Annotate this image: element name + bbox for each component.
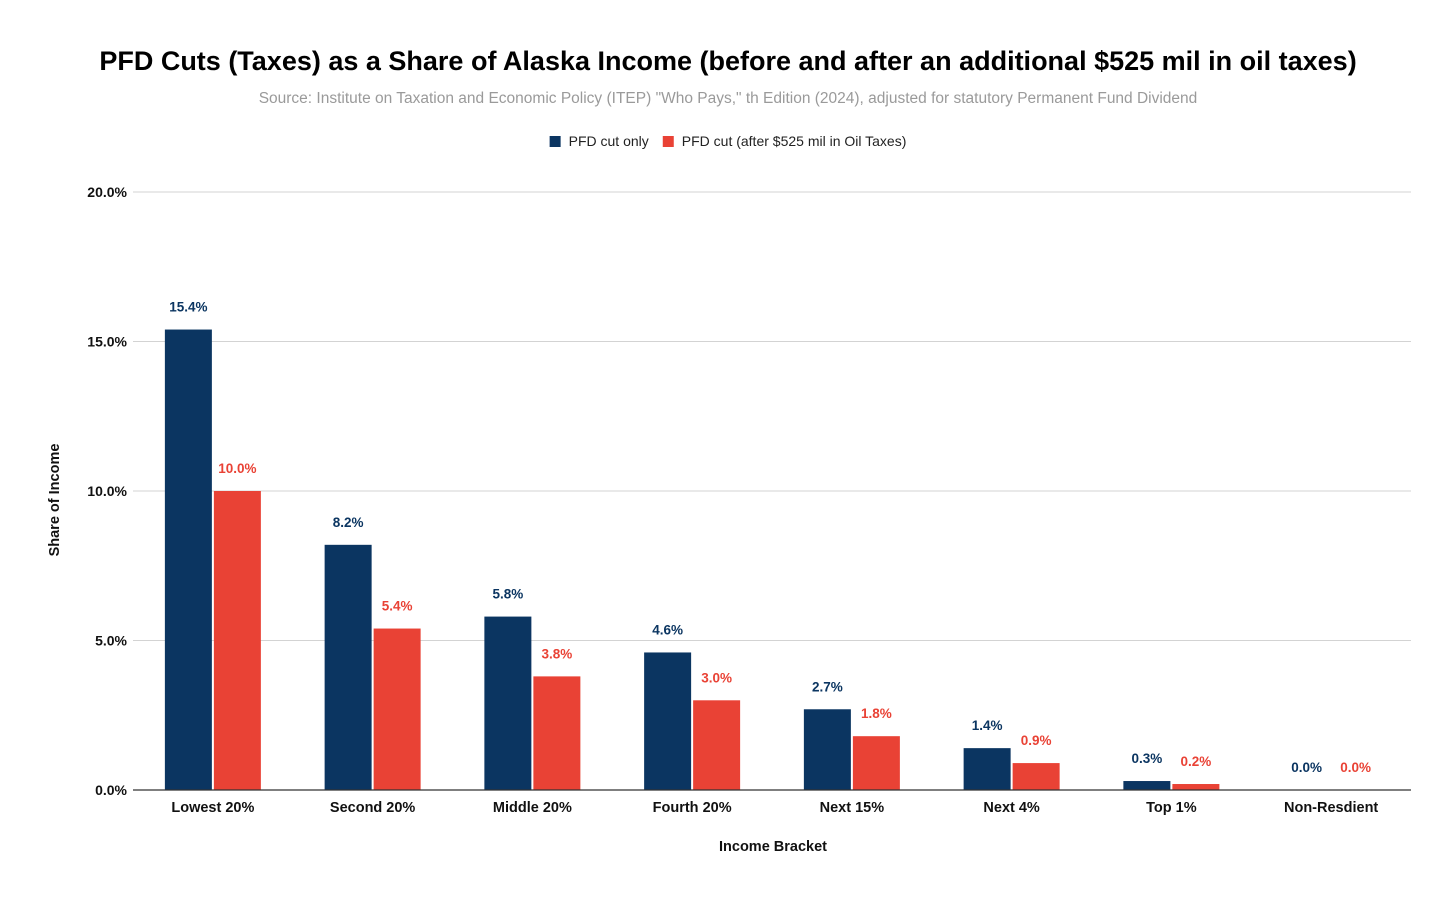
y-axis-label: Share of Income <box>47 444 63 557</box>
data-label-second-20-series-1: 5.4% <box>382 599 413 614</box>
data-label-non-resdient-series-0: 0.0% <box>1291 760 1322 775</box>
data-label-top-1-series-1: 0.2% <box>1180 754 1211 769</box>
bars <box>164 329 1220 790</box>
x-axis-label: Income Bracket <box>719 839 827 855</box>
x-tick-label-second-20: Second 20% <box>330 800 416 816</box>
data-label-lowest-20-series-1: 10.0% <box>218 461 256 476</box>
bar-top-1-series-1 <box>1172 784 1220 790</box>
y-tick-label: 15.0% <box>87 334 127 350</box>
data-label-non-resdient-series-1: 0.0% <box>1340 760 1371 775</box>
x-tick-label-non-resdient: Non-Resdient <box>1284 800 1378 816</box>
y-tick-label: 10.0% <box>87 483 127 499</box>
y-tick-label: 5.0% <box>95 633 127 649</box>
y-tick-label: 0.0% <box>95 782 127 798</box>
chart-subtitle: Source: Institute on Taxation and Econom… <box>259 90 1198 107</box>
data-label-next-4-series-0: 1.4% <box>972 718 1003 733</box>
data-label-fourth-20-series-0: 4.6% <box>652 622 683 637</box>
bar-next-15-series-0 <box>803 709 851 790</box>
bar-next-15-series-1 <box>852 736 900 790</box>
data-label-second-20-series-0: 8.2% <box>333 515 364 530</box>
data-labels: 15.4% 10.0% 8.2% 5.4% 5.8% 3.8% 4.6% 3.0% 2.7% 1.… <box>169 300 1371 775</box>
bar-lowest-20-series-0 <box>164 329 212 790</box>
gridlines <box>133 191 1411 641</box>
data-label-fourth-20-series-1: 3.0% <box>701 670 732 685</box>
data-label-middle-20-series-1: 3.8% <box>541 646 572 661</box>
x-tick-label-top-1: Top 1% <box>1146 800 1197 816</box>
bar-next-4-series-1 <box>1012 763 1060 790</box>
bar-middle-20-series-0 <box>484 616 532 790</box>
y-tick-label: 20.0% <box>87 184 127 200</box>
bar-next-4-series-0 <box>963 748 1011 790</box>
x-tick-label-fourth-20: Fourth 20% <box>653 800 732 816</box>
bar-fourth-20-series-0 <box>644 652 692 790</box>
chart-title: PFD Cuts (Taxes) as a Share of Alaska In… <box>99 46 1356 76</box>
x-tick-label-middle-20: Middle 20% <box>493 800 572 816</box>
bar-middle-20-series-1 <box>533 676 581 790</box>
data-label-next-15-series-1: 1.8% <box>861 706 892 721</box>
data-label-middle-20-series-0: 5.8% <box>492 587 523 602</box>
x-tick-label-lowest-20: Lowest 20% <box>171 800 254 816</box>
legend-swatch-pfd-cut-after-oil-taxes <box>662 136 674 147</box>
x-axis-ticks: Lowest 20% Second 20% Middle 20% Fourth 20%… <box>171 800 1378 816</box>
bar-top-1-series-0 <box>1123 781 1171 790</box>
bar-second-20-series-1 <box>373 628 421 790</box>
bar-fourth-20-series-1 <box>693 700 741 790</box>
legend-swatch-pfd-cut-only <box>549 136 561 147</box>
data-label-lowest-20-series-0: 15.4% <box>169 300 207 315</box>
bar-lowest-20-series-1 <box>213 491 261 790</box>
legend-label-pfd-cut-only: PFD cut only <box>569 133 649 149</box>
x-tick-label-next-15: Next 15% <box>820 800 885 816</box>
data-label-top-1-series-0: 0.3% <box>1131 751 1162 766</box>
data-label-next-15-series-0: 2.7% <box>812 679 843 694</box>
legend-label-pfd-cut-after-oil-taxes: PFD cut (after $525 mil in Oil Taxes) <box>682 133 907 149</box>
data-label-next-4-series-1: 0.9% <box>1021 733 1052 748</box>
x-tick-label-next-4: Next 4% <box>983 800 1040 816</box>
y-axis-ticks: 0.0% 5.0% 10.0% 15.0% 20.0% <box>87 184 127 798</box>
legend: PFD cut only PFD cut (after $525 mil in … <box>549 133 907 149</box>
bar-second-20-series-0 <box>324 544 372 790</box>
